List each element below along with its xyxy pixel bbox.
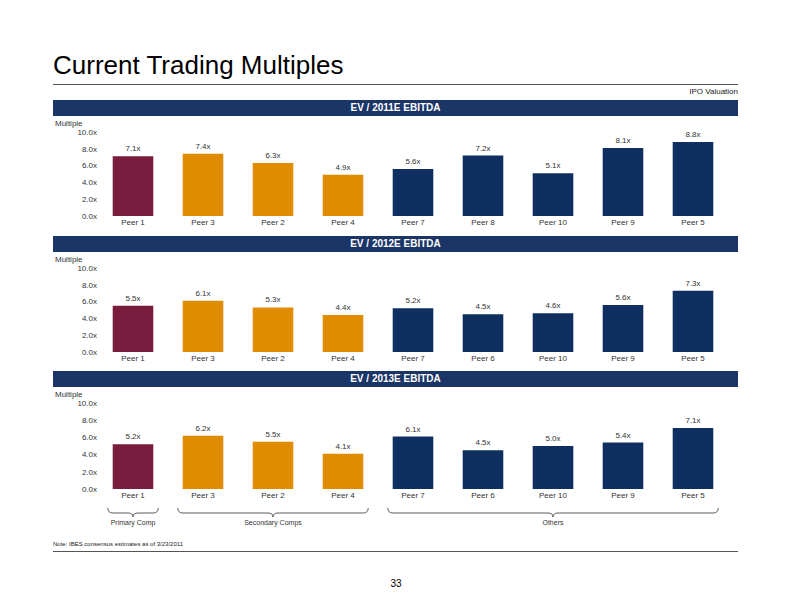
- html-text:EV / 2012E EBITDA: EV / 2012E EBITDA: [350, 238, 441, 249]
- svg-text:Peer 5: Peer 5: [681, 491, 705, 500]
- svg-text:4.5x: 4.5x: [475, 438, 490, 447]
- html-text:Current Trading Multiples: Current Trading Multiples: [53, 50, 344, 80]
- svg-text:Peer 2: Peer 2: [261, 354, 285, 363]
- svg-text:5.6x: 5.6x: [615, 293, 630, 302]
- svg-text:Peer 1: Peer 1: [121, 491, 145, 500]
- svg-text:Peer 9: Peer 9: [611, 218, 635, 227]
- svg-text:Multiple: Multiple: [55, 255, 83, 264]
- svg-text:0.0x: 0.0x: [82, 212, 97, 221]
- svg-text:8.0x: 8.0x: [82, 416, 97, 425]
- svg-text:Secondary Comps: Secondary Comps: [244, 519, 302, 527]
- svg-text:2.0x: 2.0x: [82, 195, 97, 204]
- svg-text:7.1x: 7.1x: [685, 416, 700, 425]
- svg-text:6.0x: 6.0x: [82, 433, 97, 442]
- svg-text:6.0x: 6.0x: [82, 297, 97, 306]
- svg-text:10.0x: 10.0x: [77, 399, 97, 408]
- svg-text:Peer 7: Peer 7: [401, 491, 425, 500]
- svg-text:0.0x: 0.0x: [82, 348, 97, 357]
- svg-text:6.3x: 6.3x: [265, 151, 280, 160]
- svg-text:Multiple: Multiple: [55, 390, 83, 399]
- svg-text:Peer 2: Peer 2: [261, 491, 285, 500]
- svg-text:Peer 3: Peer 3: [191, 354, 215, 363]
- svg-text:Peer 10: Peer 10: [539, 218, 568, 227]
- svg-text:Peer 9: Peer 9: [611, 354, 635, 363]
- svg-text:Peer 2: Peer 2: [261, 218, 285, 227]
- svg-text:Peer 5: Peer 5: [681, 218, 705, 227]
- svg-text:8.1x: 8.1x: [615, 136, 630, 145]
- svg-text:4.0x: 4.0x: [82, 314, 97, 323]
- html-text:EV / 2011E EBITDA: EV / 2011E EBITDA: [350, 102, 441, 113]
- svg-text:Peer 3: Peer 3: [191, 218, 215, 227]
- svg-text:7.3x: 7.3x: [685, 279, 700, 288]
- html-text:Note: IBES consensus estimates: Note: IBES consensus estimates as of 3/2…: [53, 541, 183, 547]
- svg-text:Peer 1: Peer 1: [121, 218, 145, 227]
- svg-text:Peer 4: Peer 4: [331, 218, 355, 227]
- svg-text:5.2x: 5.2x: [405, 296, 420, 305]
- svg-text:Peer 6: Peer 6: [471, 354, 495, 363]
- svg-text:Peer 7: Peer 7: [401, 218, 425, 227]
- svg-text:4.0x: 4.0x: [82, 178, 97, 187]
- svg-text:5.3x: 5.3x: [265, 295, 280, 304]
- svg-text:Peer 3: Peer 3: [191, 491, 215, 500]
- svg-text:5.5x: 5.5x: [265, 430, 280, 439]
- svg-text:5.1x: 5.1x: [545, 161, 560, 170]
- svg-text:5.4x: 5.4x: [615, 431, 630, 440]
- svg-text:7.1x: 7.1x: [125, 144, 140, 153]
- svg-text:7.2x: 7.2x: [475, 144, 490, 153]
- svg-text:2.0x: 2.0x: [82, 331, 97, 340]
- svg-text:Peer 5: Peer 5: [681, 354, 705, 363]
- svg-text:Peer 4: Peer 4: [331, 491, 355, 500]
- svg-text:Peer 6: Peer 6: [471, 491, 495, 500]
- svg-text:4.6x: 4.6x: [545, 301, 560, 310]
- html-text:IPO Valuation: IPO Valuation: [689, 87, 738, 96]
- svg-text:6.1x: 6.1x: [405, 425, 420, 434]
- svg-text:4.5x: 4.5x: [475, 302, 490, 311]
- svg-text:Peer 1: Peer 1: [121, 354, 145, 363]
- svg-text:6.1x: 6.1x: [195, 289, 210, 298]
- svg-text:8.8x: 8.8x: [685, 130, 700, 139]
- svg-text:5.2x: 5.2x: [125, 432, 140, 441]
- svg-text:6.2x: 6.2x: [195, 424, 210, 433]
- svg-text:8.0x: 8.0x: [82, 145, 97, 154]
- svg-text:4.9x: 4.9x: [335, 163, 350, 172]
- svg-text:4.4x: 4.4x: [335, 303, 350, 312]
- svg-text:Multiple: Multiple: [55, 119, 83, 128]
- svg-text:10.0x: 10.0x: [77, 264, 97, 273]
- svg-text:Primary Comp: Primary Comp: [111, 519, 156, 527]
- svg-text:5.0x: 5.0x: [545, 434, 560, 443]
- html-text:33: 33: [390, 578, 402, 589]
- svg-text:5.5x: 5.5x: [125, 294, 140, 303]
- svg-text:6.0x: 6.0x: [82, 161, 97, 170]
- svg-text:Peer 10: Peer 10: [539, 491, 568, 500]
- html-text:EV / 2013E EBITDA: EV / 2013E EBITDA: [350, 373, 441, 384]
- svg-text:Others: Others: [542, 519, 564, 526]
- svg-text:5.6x: 5.6x: [405, 157, 420, 166]
- svg-text:8.0x: 8.0x: [82, 281, 97, 290]
- svg-text:Peer 4: Peer 4: [331, 354, 355, 363]
- svg-text:0.0x: 0.0x: [82, 485, 97, 494]
- svg-text:Peer 8: Peer 8: [471, 218, 495, 227]
- svg-text:4.1x: 4.1x: [335, 442, 350, 451]
- svg-text:7.4x: 7.4x: [195, 142, 210, 151]
- svg-text:Peer 7: Peer 7: [401, 354, 425, 363]
- svg-text:2.0x: 2.0x: [82, 468, 97, 477]
- svg-text:10.0x: 10.0x: [77, 128, 97, 137]
- svg-text:Peer 9: Peer 9: [611, 491, 635, 500]
- svg-text:Peer 10: Peer 10: [539, 354, 568, 363]
- svg-text:4.0x: 4.0x: [82, 450, 97, 459]
